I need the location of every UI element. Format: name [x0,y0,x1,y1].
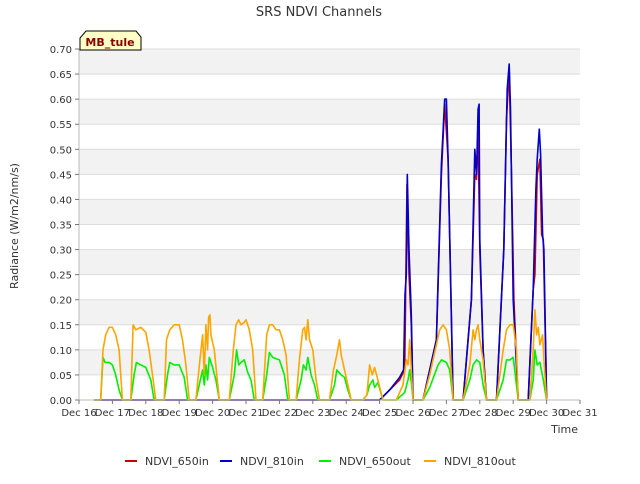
grid-band [79,49,580,75]
x-tick-label: Dec 31 [562,408,597,419]
chart-title: SRS NDVI Channels [256,5,382,20]
y-tick-label: 0.45 [50,170,72,181]
y-tick-label: 0.05 [50,371,72,382]
legend-label: NDVI_650out [339,455,411,468]
legend-item-ndvi-650out: NDVI_650out [319,455,411,468]
y-tick-label: 0.20 [50,296,72,307]
grid-band [79,224,580,250]
site-label-text: MB_tule [85,36,134,49]
y-tick-label: 0.50 [50,145,72,156]
legend-label: NDVI_810out [444,455,516,468]
y-tick-label: 0.40 [50,195,72,206]
x-tick-label: Dec 16 [61,408,96,419]
x-tick-label: Dec 30 [529,408,564,419]
legend: NDVI_650in NDVI_810in NDVI_650out NDVI_810o… [125,455,516,468]
grid-band [79,199,580,225]
legend-item-ndvi-810in: NDVI_810in [220,455,304,468]
series-line-ndvi-810out [94,308,548,401]
series-line-ndvi-810in [94,63,548,401]
x-tick-label: Dec 22 [262,408,297,419]
x-tick-label: Dec 28 [462,408,497,419]
x-tick-label: Dec 17 [95,408,130,419]
grid-band [79,249,580,275]
grid-band [79,299,580,325]
y-tick-label: 0.60 [50,95,72,106]
grid-band [79,274,580,300]
grid-band [79,349,580,375]
y-tick-label: 0.10 [50,346,72,357]
x-tick-label: Dec 20 [195,408,230,419]
y-tick-label: 0.35 [50,221,72,232]
x-tick-label: Dec 26 [395,408,430,419]
y-tick-label: 0.00 [50,396,72,407]
y-tick-label: 0.65 [50,70,72,81]
legend-label: NDVI_650in [145,455,209,468]
x-axis-label: Time [550,423,578,436]
x-tick-label: Dec 27 [429,408,464,419]
grid-bands [79,49,580,400]
x-tick-label: Dec 23 [295,408,330,419]
x-tick-label: Dec 29 [496,408,531,419]
x-tick-label: Dec 21 [228,408,263,419]
x-tick-label: Dec 19 [162,408,197,419]
y-tick-label: 0.55 [50,120,72,131]
y-axis-label: Radiance (W/m2/nm/s) [8,163,21,289]
site-label-tag: MB_tule [79,30,142,51]
site-label-box [79,30,142,51]
series-line-ndvi-650out [94,349,548,401]
y-axis-ticks: 0.00 0.05 0.10 0.15 0.20 0.25 0.30 0.35 0.40 0.45… [50,45,79,407]
grid-band [79,124,580,150]
series-lines [94,63,548,401]
legend-item-ndvi-810out: NDVI_810out [424,455,516,468]
x-tick-label: Dec 24 [329,408,364,419]
legend-label: NDVI_810in [240,455,304,468]
y-tick-label: 0.30 [50,246,72,257]
legend-item-ndvi-650in: NDVI_650in [125,455,209,468]
y-tick-label: 0.25 [50,271,72,282]
grid-band [79,174,580,200]
y-tick-label: 0.15 [50,321,72,332]
grid-band [79,149,580,175]
grid-band [79,74,580,100]
x-tick-label: Dec 18 [128,408,163,419]
y-tick-label: 0.70 [50,45,72,56]
grid-band [79,324,580,350]
grid-band [79,99,580,125]
x-tick-label: Dec 25 [362,408,397,419]
